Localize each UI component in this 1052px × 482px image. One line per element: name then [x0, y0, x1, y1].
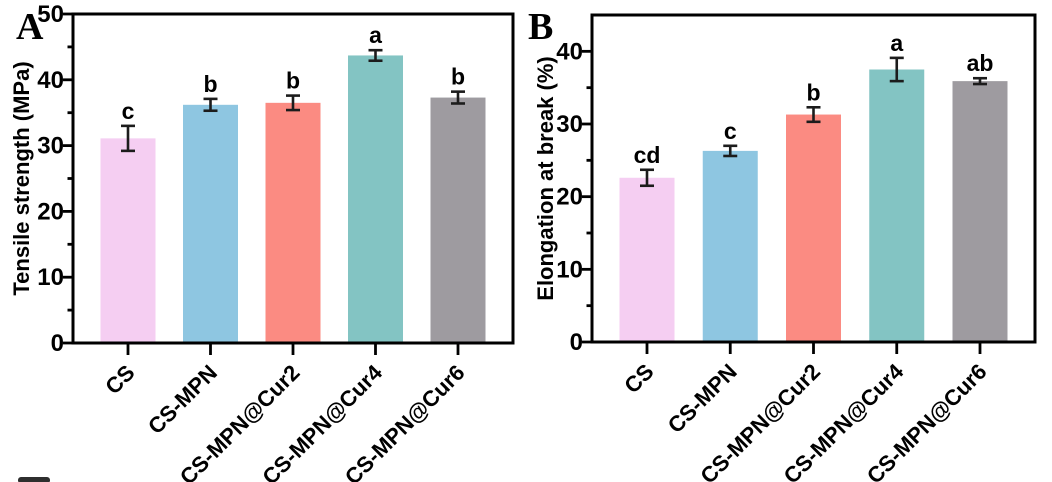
significance-letter: cd — [634, 142, 661, 168]
bars — [619, 69, 1008, 343]
significance-letter: b — [286, 68, 300, 94]
panel-a-label: A — [16, 6, 44, 48]
bar-CS-MPN@Cur2 — [786, 114, 841, 342]
y-tick-label: 10 — [37, 264, 64, 291]
x-axis-ticks — [126, 344, 460, 355]
significance-letters: cd c b a ab — [634, 30, 994, 168]
x-axis-tick-labels: CS CS-MPNCS-MPN@Cur2CS-MPN@Cur4CS-MPN@Cur… — [619, 358, 991, 482]
y-tick-label: 30 — [556, 111, 583, 138]
y-tick-label: 50 — [37, 1, 64, 28]
significance-letter: b — [203, 71, 217, 97]
significance-letter: ab — [967, 50, 994, 76]
bars — [100, 55, 486, 343]
bar-CS-MPN@Cur4 — [869, 69, 925, 342]
y-tick-label: 30 — [37, 133, 64, 160]
y-tick-label: 10 — [556, 256, 583, 283]
y-tick-label: 20 — [37, 198, 64, 225]
y-axis-ticks — [63, 12, 73, 345]
y-tick-label: 0 — [570, 329, 583, 356]
y-axis-title: Elongation at break (%) — [533, 56, 558, 300]
error-bars — [640, 56, 987, 188]
significance-letters: c b b a b — [122, 22, 465, 124]
panel-c-label-cropped — [18, 477, 50, 482]
plot-frame — [590, 13, 1037, 344]
tensile-strength-bar-chart: c b b a b 0 10 20 30 40 50 CS CS-MPNCS-MPN@Cur2CS-MP… — [9, 1, 515, 482]
bar-CS-MPN@Cur6 — [430, 97, 486, 343]
panel-b-label: B — [528, 6, 554, 48]
y-tick-label: 0 — [51, 330, 64, 357]
significance-letter: a — [890, 30, 903, 56]
elongation-at-break-bar-chart: cd c b a ab 0 10 20 30 40 CS CS-MPNCS-MPN@Cur2CS-MP… — [533, 13, 1037, 482]
y-tick-label: 20 — [556, 184, 583, 211]
bar-CS-MPN — [702, 150, 758, 342]
y-axis-tick-labels: 0 10 20 30 40 50 — [37, 1, 64, 357]
significance-letter: c — [724, 118, 737, 144]
x-tick-label: CS — [619, 359, 658, 398]
y-axis-tick-labels: 0 10 20 30 40 — [556, 38, 583, 356]
y-tick-label: 40 — [37, 67, 64, 94]
x-axis-tick-labels: CS CS-MPNCS-MPN@Cur2CS-MPN@Cur4CS-MPN@Cur… — [100, 359, 469, 482]
bar-CS-MPN@Cur6 — [952, 81, 1008, 343]
bar-CS-MPN@Cur2 — [265, 102, 321, 343]
y-axis-title: Tensile strength (MPa) — [9, 61, 34, 295]
significance-letter: a — [369, 22, 382, 48]
x-axis-ticks — [645, 343, 982, 354]
bar-CS-MPN — [183, 104, 238, 343]
x-tick-label: CS-MPN — [143, 360, 222, 439]
significance-letter: c — [122, 98, 135, 124]
significance-letter: b — [451, 64, 465, 90]
bar-CS-MPN@Cur4 — [348, 55, 403, 343]
y-tick-label: 40 — [556, 38, 583, 65]
y-axis-ticks — [582, 49, 592, 344]
bar-CS — [100, 138, 156, 343]
error-bars — [121, 48, 465, 153]
bar-CS — [619, 177, 675, 342]
significance-letter: b — [806, 79, 820, 105]
x-tick-label: CS-MPN — [663, 359, 742, 438]
x-tick-label: CS — [100, 360, 139, 399]
